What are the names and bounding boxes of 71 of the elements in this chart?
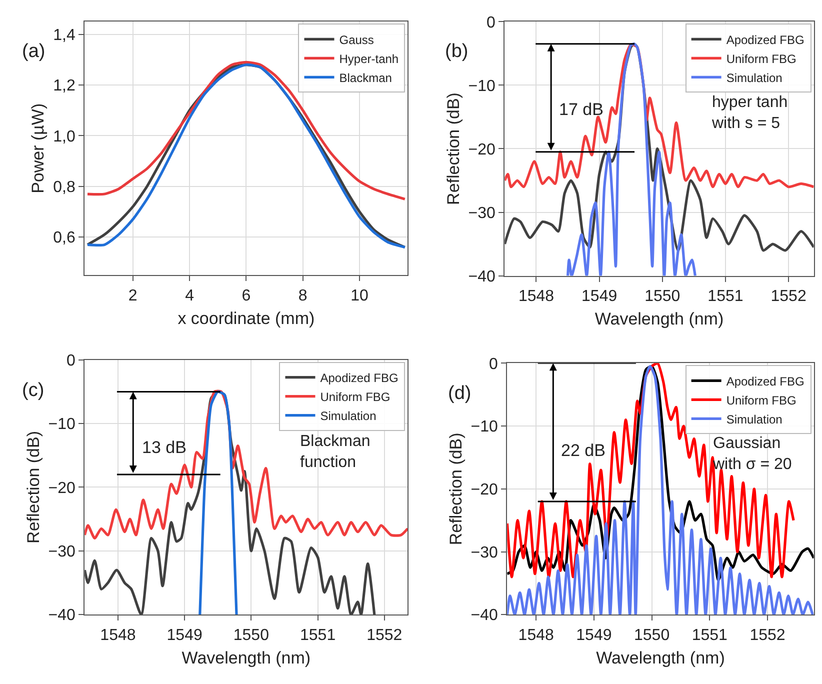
annotation: hyper tanh with s = 5 (711, 94, 788, 132)
text: (b) (445, 41, 468, 62)
x-tick-label: 8 (298, 287, 308, 304)
x-tick-label: 6 (242, 287, 251, 304)
legend-label: Gauss (339, 32, 374, 47)
y-tick-label: −40 (470, 607, 498, 624)
y-tick-label: 0 (66, 352, 76, 370)
y-tick-label: −20 (48, 480, 76, 497)
x-tick-label: 1551 (692, 626, 728, 644)
text: (c) (22, 380, 44, 401)
y-tick-label: 0,6 (53, 230, 76, 247)
x-tick-label: 1552 (770, 288, 806, 306)
legend-label: Apodized FBG (320, 371, 398, 386)
legend-label: Apodized FBG (726, 374, 804, 388)
annotation: 22 dB (561, 441, 606, 460)
legend-label: Uniform FBG (320, 390, 390, 404)
y-axis-title: Reflection (dB) (444, 92, 463, 205)
x-tick-label: 1551 (708, 288, 744, 306)
x-tick-label: 1550 (634, 626, 670, 644)
x-tick-label: 1551 (300, 626, 336, 644)
y-tick-label: 1,4 (53, 26, 76, 44)
x-tick-label: 1548 (518, 626, 554, 644)
annotation: Blackman function (300, 433, 370, 471)
y-tick-label: −30 (48, 544, 76, 561)
legend-label: Simulation (320, 409, 376, 424)
line-series (198, 390, 238, 615)
x-axis-title: Wavelength (nm) (596, 648, 725, 668)
legend-label: Uniform FBG (726, 52, 796, 66)
legend-label: Simulation (726, 412, 782, 426)
text: (d) (448, 383, 472, 404)
y-tick-label: 0 (486, 14, 496, 32)
x-axis-title: Wavelength (nm) (594, 310, 724, 328)
x-tick-label: 2 (128, 287, 138, 304)
x-axis-title: Wavelength (nm) (182, 648, 311, 668)
x-tick-label: 1549 (582, 288, 618, 306)
y-tick-label: −40 (48, 607, 76, 624)
x-tick-label: 1550 (233, 626, 270, 644)
y-axis-title: Reflection (dB) (24, 431, 43, 544)
line-series (84, 390, 408, 540)
legend-label: Simulation (726, 70, 782, 85)
y-tick-label: 1,2 (53, 78, 76, 95)
annotation: 17 dB (559, 100, 604, 119)
x-tick-label: 1549 (576, 626, 612, 644)
y-tick-label: 0 (488, 356, 498, 373)
y-tick-label: −40 (468, 268, 496, 286)
y-axis-title: Power (µW) (28, 103, 48, 194)
y-tick-label: 1,0 (53, 128, 76, 146)
annotation: 13 dB (142, 438, 186, 457)
x-tick-label: 4 (185, 287, 194, 304)
y-axis-title: Reflection (dB) (446, 432, 466, 546)
legend-label: Uniform FBG (726, 393, 796, 408)
x-tick-label: 1550 (644, 288, 680, 306)
y-tick-label: 0,8 (53, 179, 76, 196)
y-tick-label: −10 (468, 78, 496, 95)
y-tick-label: −10 (470, 418, 498, 436)
x-tick-label: 1552 (366, 626, 402, 644)
legend-label: Hyper-tanh (339, 52, 399, 66)
y-tick-label: −20 (470, 482, 498, 499)
x-tick-label: 1548 (100, 626, 136, 644)
y-tick-label: −20 (468, 141, 496, 158)
x-tick-label: 1549 (166, 626, 202, 644)
x-axis-title: x coordinate (mm) (178, 308, 315, 328)
legend-label: Apodized FBG (726, 32, 804, 47)
y-tick-label: −30 (470, 544, 498, 562)
text: (a) (22, 41, 46, 62)
x-tick-label: 10 (350, 287, 369, 304)
y-tick-label: −10 (48, 416, 76, 434)
legend-label: Blackman (339, 70, 392, 85)
y-tick-label: −30 (468, 204, 496, 222)
x-tick-label: 1552 (750, 626, 786, 644)
x-tick-label: 1548 (518, 288, 554, 306)
